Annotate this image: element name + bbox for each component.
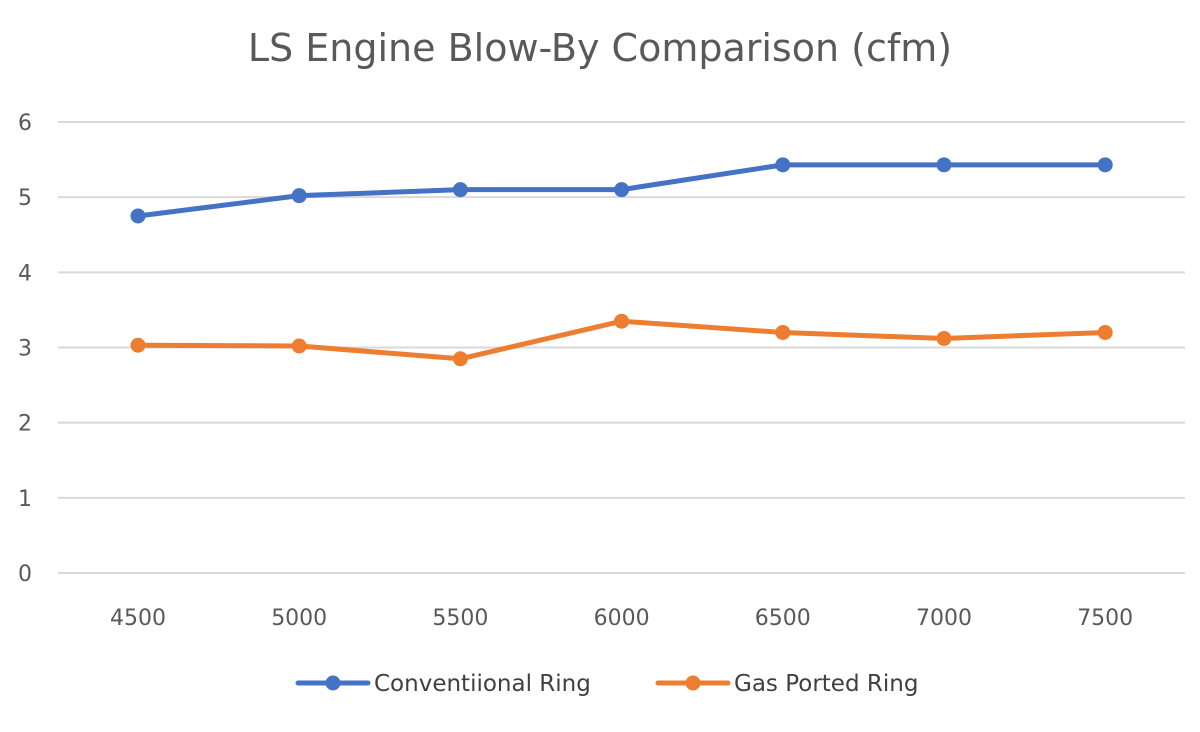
legend-marker-gas-ported-ring [685,675,701,691]
chart-title: LS Engine Blow-By Comparison (cfm) [247,26,953,70]
x-tick-label-6500: 6500 [755,606,811,631]
x-tick-label-5000: 5000 [271,606,327,631]
y-tick-label-5: 5 [18,186,32,211]
y-tick-label-0: 0 [18,562,32,587]
y-tick-label-6: 6 [18,111,32,136]
data-point-conventiional-ring-6500 [775,157,791,173]
y-tick-label-1: 1 [18,487,32,512]
data-point-gas-ported-ring-4500 [130,337,146,353]
x-tick-label-7500: 7500 [1077,606,1133,631]
data-point-gas-ported-ring-7500 [1097,324,1113,340]
legend-marker-conventiional-ring [325,675,341,691]
data-point-gas-ported-ring-5000 [291,338,307,354]
y-tick-label-3: 3 [18,337,32,362]
data-point-conventiional-ring-4500 [130,208,146,224]
x-tick-label-6000: 6000 [594,606,650,631]
x-tick-label-7000: 7000 [916,606,972,631]
data-point-conventiional-ring-7000 [936,157,952,173]
legend-label-gas-ported-ring: Gas Ported Ring [734,671,918,697]
legend-label-conventiional-ring: Conventiional Ring [374,671,591,697]
y-tick-label-2: 2 [18,412,32,437]
data-point-conventiional-ring-6000 [614,182,630,198]
data-point-gas-ported-ring-6500 [775,324,791,340]
data-point-gas-ported-ring-6000 [614,313,630,329]
data-point-gas-ported-ring-7000 [936,330,952,346]
data-point-conventiional-ring-5500 [452,182,468,198]
data-point-conventiional-ring-5000 [291,188,307,204]
x-tick-label-5500: 5500 [432,606,488,631]
data-point-gas-ported-ring-5500 [452,351,468,367]
x-tick-label-4500: 4500 [110,606,166,631]
y-tick-label-4: 4 [18,261,32,286]
data-point-conventiional-ring-7500 [1097,157,1113,173]
